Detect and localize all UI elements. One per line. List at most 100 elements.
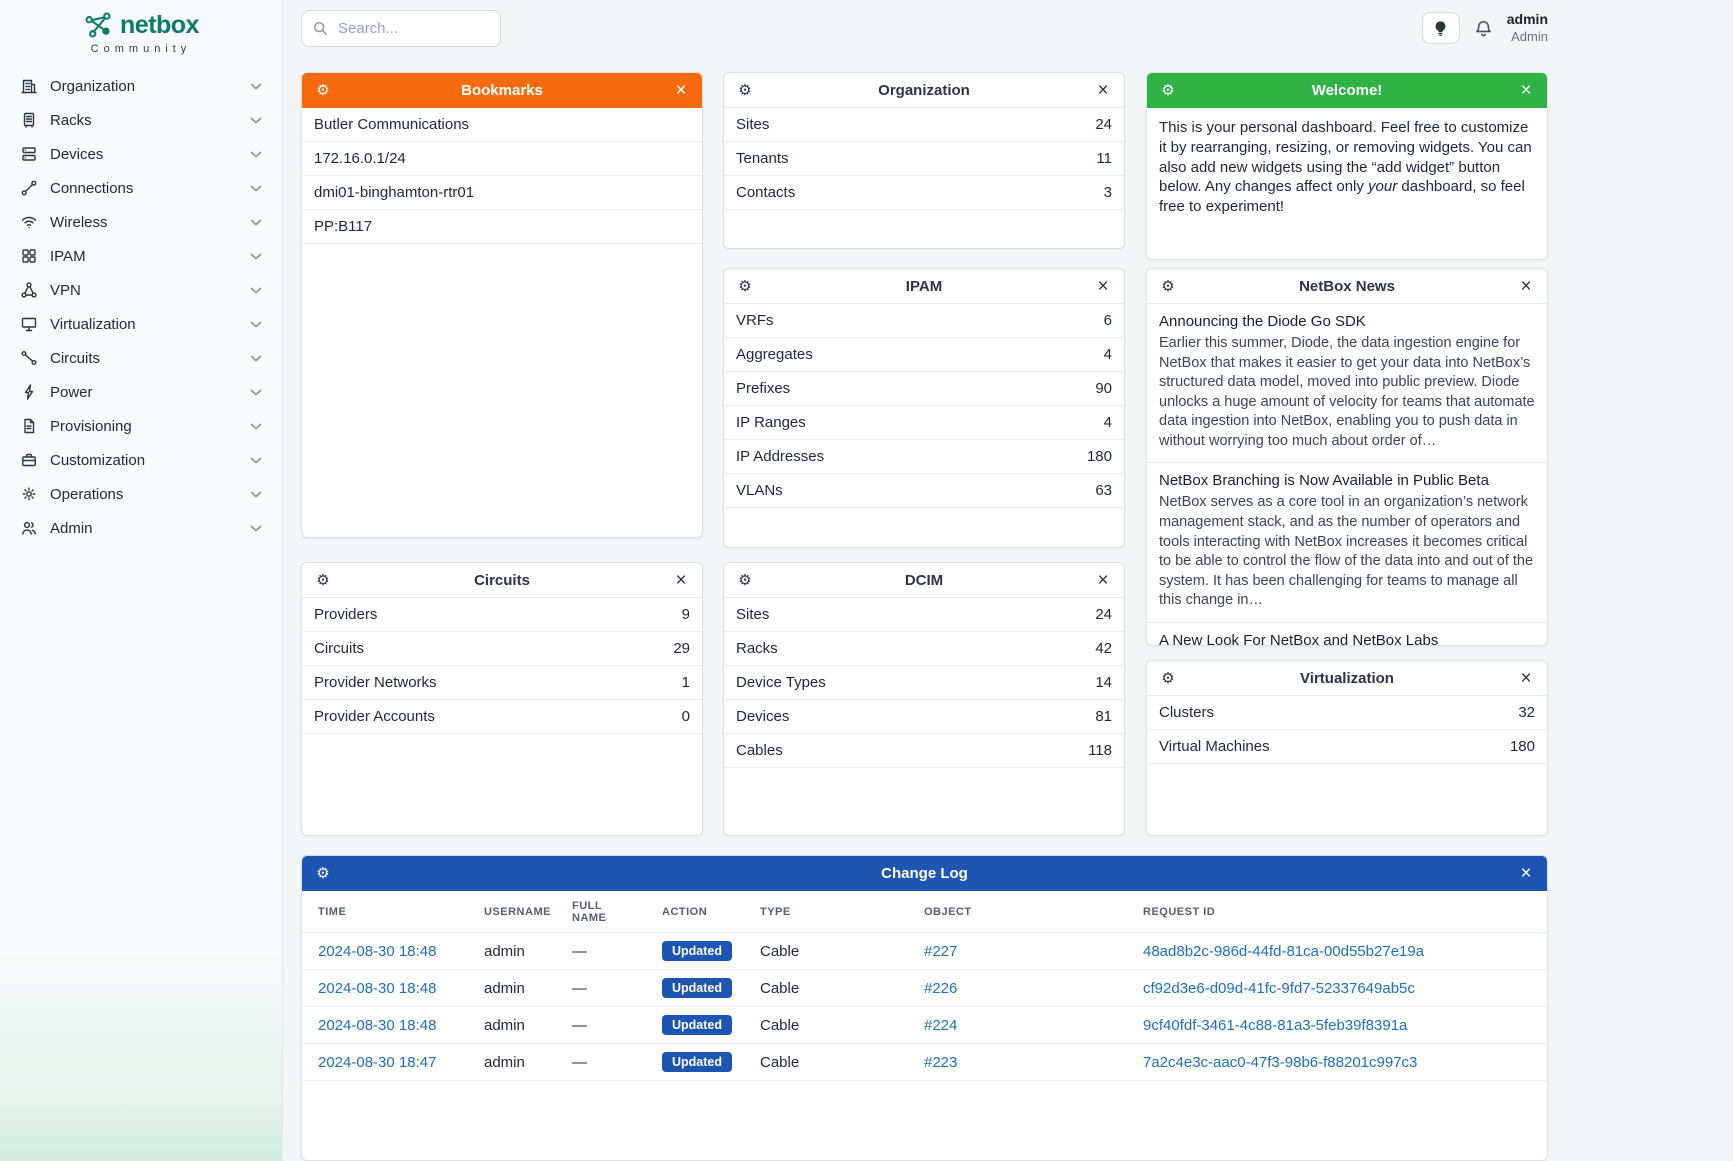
stat-row[interactable]: Sites 24 — [724, 598, 1124, 632]
widget-close-icon[interactable]: × — [1513, 81, 1539, 100]
changelog-object-link[interactable]: #223 — [924, 1053, 958, 1071]
stat-value[interactable]: 0 — [681, 708, 690, 725]
stat-row[interactable]: Devices 81 — [724, 700, 1124, 734]
stat-row[interactable]: Prefixes 90 — [724, 372, 1124, 406]
stat-row[interactable]: VLANs 63 — [724, 474, 1124, 508]
stat-value[interactable]: 81 — [1095, 708, 1112, 725]
stat-row[interactable]: Clusters 32 — [1147, 696, 1547, 730]
stat-value[interactable]: 11 — [1096, 150, 1112, 167]
sidebar-item-ipam[interactable]: IPAM — [0, 239, 282, 273]
changelog-object-link[interactable]: #224 — [924, 1016, 958, 1034]
stat-row[interactable]: Cables 118 — [724, 734, 1124, 768]
theme-toggle-button[interactable] — [1421, 12, 1460, 44]
news-article-title[interactable]: NetBox Branching is Now Available in Pub… — [1159, 472, 1489, 490]
stat-value[interactable]: 24 — [1095, 606, 1112, 623]
stat-value[interactable]: 42 — [1095, 640, 1112, 657]
stat-value[interactable]: 4 — [1103, 346, 1112, 363]
changelog-object-link[interactable]: #227 — [924, 942, 958, 960]
global-search[interactable] — [301, 9, 501, 47]
stat-row[interactable]: IP Ranges 4 — [724, 406, 1124, 440]
news-article-title[interactable]: A New Look For NetBox and NetBox Labs — [1159, 631, 1439, 646]
widget-close-icon[interactable]: × — [668, 571, 694, 590]
sidebar-item-devices[interactable]: Devices — [0, 137, 282, 171]
sidebar-item-operations[interactable]: Operations — [0, 477, 282, 511]
widget-close-icon[interactable]: × — [1090, 81, 1116, 100]
widget-close-icon[interactable]: × — [1090, 571, 1116, 590]
bookmark-item[interactable]: 172.16.0.1/24 — [302, 142, 702, 176]
stat-value[interactable]: 63 — [1095, 482, 1112, 499]
changelog-time-link[interactable]: 2024-08-30 18:48 — [318, 979, 437, 997]
widget-close-icon[interactable]: × — [1513, 277, 1539, 296]
widget-config-icon[interactable]: ⚙ — [310, 866, 336, 881]
stat-row[interactable]: IP Addresses 180 — [724, 440, 1124, 474]
stat-value[interactable]: 24 — [1095, 116, 1112, 133]
sidebar-item-connections[interactable]: Connections — [0, 171, 282, 205]
stat-value[interactable]: 29 — [673, 640, 690, 657]
stat-row[interactable]: Device Types 14 — [724, 666, 1124, 700]
changelog-time-link[interactable]: 2024-08-30 18:47 — [318, 1053, 437, 1071]
news-article-title[interactable]: Announcing the Diode Go SDK — [1159, 313, 1366, 330]
stat-row[interactable]: VRFs 6 — [724, 304, 1124, 338]
stat-value[interactable]: 32 — [1518, 704, 1535, 721]
widget-config-icon[interactable]: ⚙ — [1155, 279, 1181, 294]
brand[interactable]: netbox Community — [0, 0, 282, 55]
lightbulb-icon — [1435, 20, 1446, 36]
stat-row[interactable]: Tenants 11 — [724, 142, 1124, 176]
widget-config-icon[interactable]: ⚙ — [732, 573, 758, 588]
bookmark-item[interactable]: PP:B117 — [302, 210, 702, 244]
widget-close-icon[interactable]: × — [1090, 277, 1116, 296]
stat-label: Tenants — [736, 150, 789, 167]
widget-close-icon[interactable]: × — [668, 81, 694, 100]
bookmark-item[interactable]: dmi01-binghamton-rtr01 — [302, 176, 702, 210]
news-article: Announcing the Diode Go SDK Earlier this… — [1147, 304, 1547, 462]
stat-row[interactable]: Sites 24 — [724, 108, 1124, 142]
stat-row[interactable]: Racks 42 — [724, 632, 1124, 666]
widget-close-icon[interactable]: × — [1513, 669, 1539, 688]
notifications-button[interactable] — [1474, 19, 1493, 38]
changelog-time-link[interactable]: 2024-08-30 18:48 — [318, 942, 437, 960]
stat-row[interactable]: Aggregates 4 — [724, 338, 1124, 372]
bookmark-item[interactable]: Butler Communications — [302, 108, 702, 142]
stat-value[interactable]: 4 — [1103, 414, 1112, 431]
stat-value[interactable]: 90 — [1095, 380, 1112, 397]
sidebar-item-power[interactable]: Power — [0, 375, 282, 409]
changelog-request-id-link[interactable]: 48ad8b2c-986d-44fd-81ca-00d55b27e19a — [1143, 942, 1425, 960]
stat-value[interactable]: 9 — [681, 606, 690, 623]
stat-row[interactable]: Provider Accounts 0 — [302, 700, 702, 734]
widget-config-icon[interactable]: ⚙ — [1155, 83, 1181, 98]
stat-value[interactable]: 118 — [1088, 742, 1112, 759]
search-input[interactable] — [336, 18, 490, 38]
widget-config-icon[interactable]: ⚙ — [732, 83, 758, 98]
stat-value[interactable]: 14 — [1095, 674, 1112, 691]
stat-row[interactable]: Contacts 3 — [724, 176, 1124, 210]
sidebar-item-admin[interactable]: Admin — [0, 511, 282, 545]
sidebar-item-provisioning[interactable]: Provisioning — [0, 409, 282, 443]
stat-value[interactable]: 1 — [681, 674, 690, 691]
stat-value[interactable]: 180 — [1086, 448, 1112, 465]
stat-value[interactable]: 6 — [1103, 312, 1112, 329]
widget-config-icon[interactable]: ⚙ — [310, 573, 336, 588]
sidebar-item-organization[interactable]: Organization — [0, 69, 282, 103]
stat-row[interactable]: Provider Networks 1 — [302, 666, 702, 700]
sidebar-item-customization[interactable]: Customization — [0, 443, 282, 477]
stat-row[interactable]: Circuits 29 — [302, 632, 702, 666]
stat-row[interactable]: Virtual Machines 180 — [1147, 730, 1547, 764]
widget-config-icon[interactable]: ⚙ — [732, 279, 758, 294]
widget-config-icon[interactable]: ⚙ — [1155, 671, 1181, 686]
stat-value[interactable]: 3 — [1103, 184, 1112, 201]
sidebar-item-vpn[interactable]: VPN — [0, 273, 282, 307]
changelog-object-link[interactable]: #226 — [924, 979, 958, 997]
widget-config-icon[interactable]: ⚙ — [310, 83, 336, 98]
widget-close-icon[interactable]: × — [1513, 864, 1539, 883]
changelog-request-id-link[interactable]: 7a2c4e3c-aac0-47f3-98b6-f88201c997c3 — [1143, 1053, 1418, 1071]
changelog-request-id-link[interactable]: 9cf40fdf-3461-4c88-81a3-5feb39f8391a — [1143, 1016, 1408, 1034]
stat-row[interactable]: Providers 9 — [302, 598, 702, 632]
user-menu[interactable]: admin Admin — [1507, 11, 1548, 45]
sidebar-item-wireless[interactable]: Wireless — [0, 205, 282, 239]
changelog-request-id-link[interactable]: cf92d3e6-d09d-41fc-9fd7-52337649ab5c — [1143, 979, 1415, 997]
sidebar-item-circuits[interactable]: Circuits — [0, 341, 282, 375]
sidebar-item-racks[interactable]: Racks — [0, 103, 282, 137]
changelog-time-link[interactable]: 2024-08-30 18:48 — [318, 1016, 437, 1034]
sidebar-item-virtualization[interactable]: Virtualization — [0, 307, 282, 341]
stat-value[interactable]: 180 — [1509, 738, 1535, 755]
